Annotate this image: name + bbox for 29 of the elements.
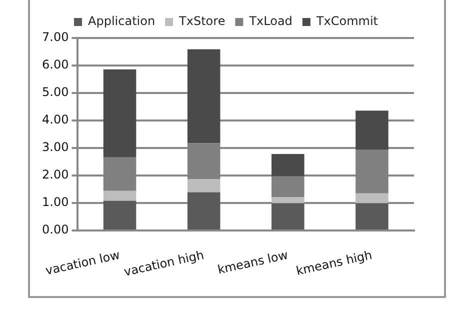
bar: [103, 200, 136, 230]
bar: [356, 110, 388, 150]
bar: [187, 192, 220, 230]
bar: [272, 176, 304, 198]
legend-label: Application: [88, 14, 156, 28]
y-tick-label: 3.00: [42, 140, 69, 154]
y-tick-label: 5.00: [42, 85, 69, 100]
bar: [272, 154, 304, 176]
x-tick-label: kmeans low: [216, 248, 290, 277]
legend-label: TxCommit: [315, 14, 378, 28]
y-tick-label: 4.00: [42, 112, 69, 127]
y-tick-label: 2.00: [42, 168, 69, 182]
bar: [187, 49, 220, 144]
bar: [103, 190, 136, 201]
y-tick-label: 6.00: [42, 58, 69, 72]
bar: [356, 203, 388, 230]
y-tick-label: 7.00: [42, 30, 69, 44]
y-tick-label: 0.00: [42, 222, 69, 237]
legend-label: TxLoad: [248, 14, 292, 28]
bar: [272, 203, 304, 230]
x-tick-label: vacation high: [122, 248, 206, 279]
y-tick-label: 1.00: [42, 195, 69, 210]
legend-label: TxStore: [178, 14, 226, 28]
bar: [187, 179, 220, 192]
x-tick-label: kmeans high: [294, 248, 374, 278]
bar: [103, 69, 136, 158]
bar: [272, 197, 304, 204]
x-tick-label: vacation low: [44, 248, 122, 278]
bar: [356, 193, 388, 204]
